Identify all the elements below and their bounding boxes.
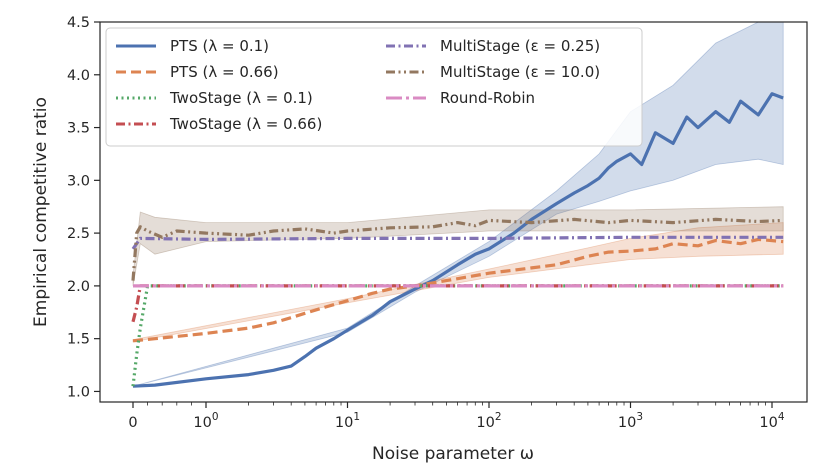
x-tick-label-2: 101: [335, 411, 360, 431]
series-3-twostage-0-66-line: [131, 284, 784, 323]
legend-label-0: PTS (λ = 0.1): [170, 37, 269, 55]
y-tick-label-1: 1.5: [67, 332, 90, 348]
series-5-multistage-10-0-band: [132, 206, 784, 286]
y-tick-label-3: 2.5: [67, 226, 90, 242]
y-tick-label-7: 4.5: [67, 15, 90, 31]
series-0-pts-0-1-line: [132, 92, 784, 388]
series-5-multistage-10-0-line: [131, 217, 784, 281]
legend-label-2: TwoStage (λ = 0.1): [169, 89, 313, 107]
series-2-twostage-0-1-line: [131, 284, 784, 387]
y-axis-label: Empirical competitive ratio: [31, 97, 51, 327]
series-1-pts-0-66-line: [132, 237, 784, 343]
series-0-pts-0-1-band: [132, 22, 784, 387]
legend-label-5: MultiStage (ε = 10.0): [440, 63, 600, 81]
y-tick-label-5: 3.5: [67, 121, 90, 137]
y-tick-label-4: 3.0: [67, 173, 90, 189]
legend-label-1: PTS (λ = 0.66): [170, 63, 279, 81]
plot-frame: [99, 21, 808, 403]
legend: PTS (λ = 0.1) PTS (λ = 0.66) TwoStage (λ =…: [105, 27, 643, 147]
series-4-multistage-0-25-line: [131, 235, 784, 250]
x-tick-label-1: 100: [193, 411, 218, 431]
y-tick-label-6: 4.0: [67, 68, 90, 84]
legend-label-6: Round-Robin: [440, 89, 535, 107]
y-tick-label-2: 2.0: [67, 279, 90, 295]
x-tick-label-0: 0: [128, 415, 137, 431]
x-tick-label-5: 104: [759, 411, 784, 431]
x-axis-label: Noise parameter ω: [372, 444, 534, 464]
x-tick-label-4: 103: [618, 411, 643, 431]
legend-frame: [105, 27, 643, 147]
y-tick-label-0: 1.0: [67, 384, 90, 400]
x-tick-label-3: 102: [476, 411, 501, 431]
legend-label-4: MultiStage (ε = 0.25): [440, 37, 600, 55]
legend-label-3: TwoStage (λ = 0.66): [169, 115, 322, 133]
series-lines: [131, 92, 784, 388]
